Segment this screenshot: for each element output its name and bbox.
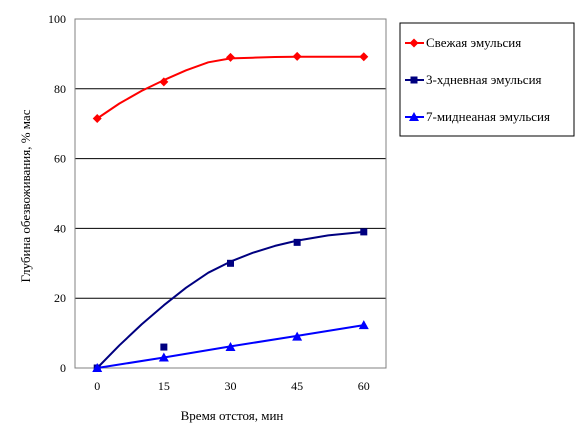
x-axis-ticks: 0 15 30 45 60 (94, 379, 370, 393)
legend-item: Свежая эмульсия (405, 35, 521, 50)
legend: Свежая эмульсия 3-хдневная эмульсия 7-мидн… (399, 22, 575, 137)
y-tick-label: 100 (48, 12, 66, 26)
legend-marker (409, 112, 419, 121)
data-point (227, 259, 234, 267)
series-1 (92, 51, 369, 123)
data-point (293, 238, 301, 246)
legend-label: 7-миднеаная эмульсия (426, 109, 550, 124)
series-line (96, 55, 364, 120)
data-point (158, 352, 169, 362)
y-tick-label: 40 (54, 221, 66, 235)
legend-label: 3-хдневная эмульсия (426, 72, 542, 87)
legend-marker (410, 76, 418, 84)
series-line (96, 230, 364, 369)
x-tick-label: 0 (94, 379, 100, 393)
legend-item: 3-хдневная эмульсия (405, 72, 542, 87)
legend-item: 7-миднеаная эмульсия (405, 109, 550, 124)
data-point (159, 77, 169, 87)
x-tick-label: 30 (225, 379, 237, 393)
data-point (226, 52, 235, 62)
legend-label: Свежая эмульсия (426, 35, 521, 50)
y-tick-label: 60 (54, 152, 66, 166)
x-tick-label: 60 (358, 379, 370, 393)
data-point (358, 320, 369, 330)
series-layer (92, 51, 369, 372)
legend-box (399, 22, 575, 137)
plot-area-frame (74, 18, 387, 369)
data-point (292, 51, 302, 61)
y-tick-label: 80 (54, 82, 66, 96)
data-point (360, 228, 368, 236)
gridlines (75, 88, 386, 299)
data-point (225, 342, 236, 352)
data-point (92, 113, 102, 123)
y-tick-label: 20 (54, 291, 66, 305)
series-3 (92, 320, 369, 372)
x-axis-label: Время отстоя, мин (181, 408, 284, 423)
y-axis-ticks: 0 20 40 60 80 100 (48, 12, 66, 375)
y-axis-label: Глубина обезвоживания, % мас (18, 109, 33, 282)
data-point (92, 363, 103, 372)
legend-marker (409, 38, 419, 48)
data-point (160, 343, 168, 351)
data-point (359, 52, 369, 62)
y-tick-label: 0 (60, 361, 66, 375)
data-point (292, 331, 303, 341)
x-tick-label: 15 (158, 379, 170, 393)
x-tick-label: 45 (291, 379, 303, 393)
